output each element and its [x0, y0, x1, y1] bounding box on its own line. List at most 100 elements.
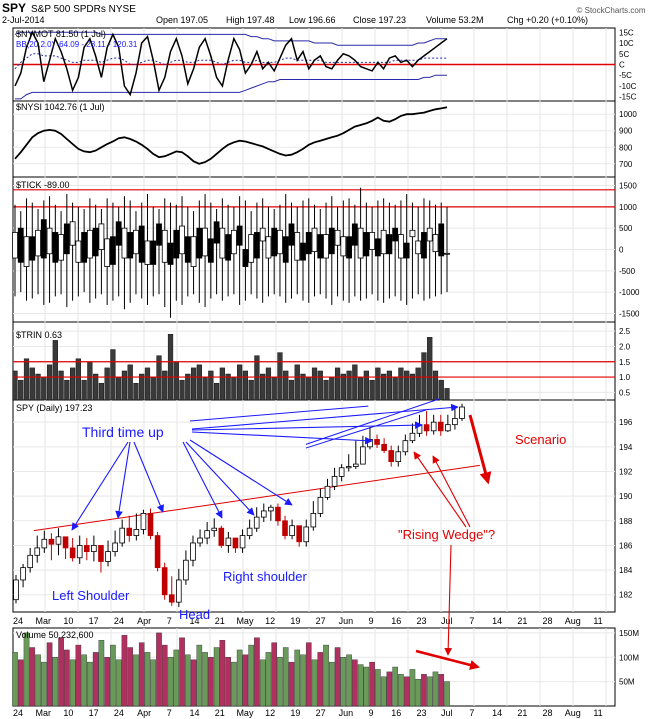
- price-candle: [381, 443, 387, 451]
- trin-bar: [185, 373, 191, 401]
- price-candle: [445, 424, 451, 432]
- x-label-volume: 27: [316, 708, 326, 718]
- trin-bar: [69, 367, 76, 401]
- price-candle: [388, 450, 395, 463]
- tick-candle: [12, 232, 18, 259]
- volume-down-arrow: [415, 649, 480, 670]
- x-label-volume: 21: [517, 708, 527, 718]
- volume-bar: [64, 649, 70, 707]
- volume-bar: [12, 652, 18, 707]
- x-label-volume: Mar: [35, 708, 51, 718]
- volume-bar: [138, 642, 145, 707]
- volume-bar: [29, 647, 36, 707]
- trin-bar: [248, 379, 254, 401]
- tick-candle: [323, 234, 329, 259]
- trin-bar: [444, 388, 450, 401]
- volume-bar: [150, 659, 157, 707]
- header-close: Close 197.23: [353, 15, 406, 25]
- tick-candle: [346, 236, 352, 259]
- price-candle: [55, 536, 62, 545]
- volume-bar: [386, 671, 393, 707]
- trin-bar: [323, 379, 329, 401]
- trin-bar: [392, 376, 398, 401]
- tick-candle: [392, 227, 399, 242]
- tick-candle: [156, 223, 162, 246]
- volume-bar: [346, 654, 352, 707]
- volume-bar: [161, 644, 168, 707]
- trin-tick-label: 0.5: [619, 388, 631, 397]
- tick-candle: [438, 223, 445, 257]
- price-tick-label: 196: [619, 418, 633, 427]
- x-label-volume: 10: [63, 708, 73, 718]
- tick-candle: [415, 240, 422, 255]
- volume-tick-label: 150M: [619, 629, 639, 638]
- volume-bar: [156, 632, 162, 707]
- trin-bar: [110, 349, 116, 401]
- arrow-third-8: [191, 421, 423, 431]
- trin-bar: [358, 376, 364, 401]
- trin-bar: [150, 376, 156, 401]
- nymo-tick-label: -15C: [619, 93, 637, 102]
- tick-candle: [52, 232, 59, 263]
- volume-bar: [444, 681, 450, 707]
- header-volume: Volume 53.2M: [426, 15, 484, 25]
- trin-bar: [311, 367, 318, 401]
- volume-bar: [305, 642, 312, 707]
- trin-bar: [64, 379, 70, 401]
- trin-bar: [173, 361, 179, 401]
- price-trendline: [189, 405, 369, 422]
- tick-candle: [207, 238, 214, 263]
- price-trendline: [305, 398, 440, 445]
- trin-bar: [398, 367, 404, 401]
- header-change: Chg +0.20 (+0.10%): [507, 15, 588, 25]
- trin-bar: [87, 361, 93, 401]
- volume-bar: [127, 647, 133, 707]
- volume-bar: [421, 674, 427, 707]
- price-candle: [41, 538, 48, 549]
- x-label-price: 19: [290, 616, 300, 626]
- price-candle: [119, 527, 125, 544]
- volume-bar: [369, 661, 375, 707]
- left-shoulder-text: Left Shoulder: [52, 588, 130, 603]
- volume-bar: [259, 659, 266, 707]
- scenario-text: Scenario: [515, 432, 566, 447]
- price-candle: [69, 547, 76, 559]
- volume-bar: [300, 654, 306, 707]
- price-candle: [83, 545, 90, 553]
- trin-bar: [58, 370, 64, 401]
- price-candle: [275, 506, 281, 522]
- trin-bar: [432, 370, 439, 401]
- trin-bar: [139, 373, 145, 401]
- volume-bar: [167, 657, 174, 707]
- volume-bar: [352, 659, 358, 707]
- tick-candle: [351, 223, 358, 246]
- trin-bar: [369, 379, 375, 401]
- trin-bar: [127, 364, 133, 401]
- header-open: Open 197.05: [156, 15, 208, 25]
- tick-candle: [386, 234, 393, 255]
- wedge-volume-line: [444, 544, 453, 656]
- tick-candle: [81, 232, 88, 263]
- tick-candle: [225, 234, 232, 261]
- tick-candle: [363, 232, 370, 257]
- arrow-third-9: [191, 403, 459, 430]
- volume-bar: [41, 661, 47, 707]
- trin-bar: [421, 352, 427, 401]
- volume-bar: [288, 661, 295, 707]
- price-trendline: [33, 464, 480, 532]
- price-candle: [91, 545, 97, 553]
- tick-candle: [196, 227, 203, 259]
- trin-bar: [133, 382, 139, 401]
- volume-bar: [115, 659, 122, 707]
- nysi-tick-label: 1000: [619, 110, 637, 119]
- nysi-line: [14, 106, 448, 165]
- tick-candle: [432, 234, 439, 253]
- nymo-bb-label: BB(20,2.0) -64.09 - 28.11 - 120.31: [16, 40, 138, 49]
- x-label-price: Jul: [441, 616, 453, 626]
- volume-bar: [317, 652, 324, 707]
- nymo-tick-label: -10C: [619, 82, 637, 91]
- wedge-arrow-1: [413, 451, 467, 528]
- trin-bar: [121, 370, 128, 401]
- price-candle: [140, 512, 147, 530]
- tick-candle: [311, 227, 318, 253]
